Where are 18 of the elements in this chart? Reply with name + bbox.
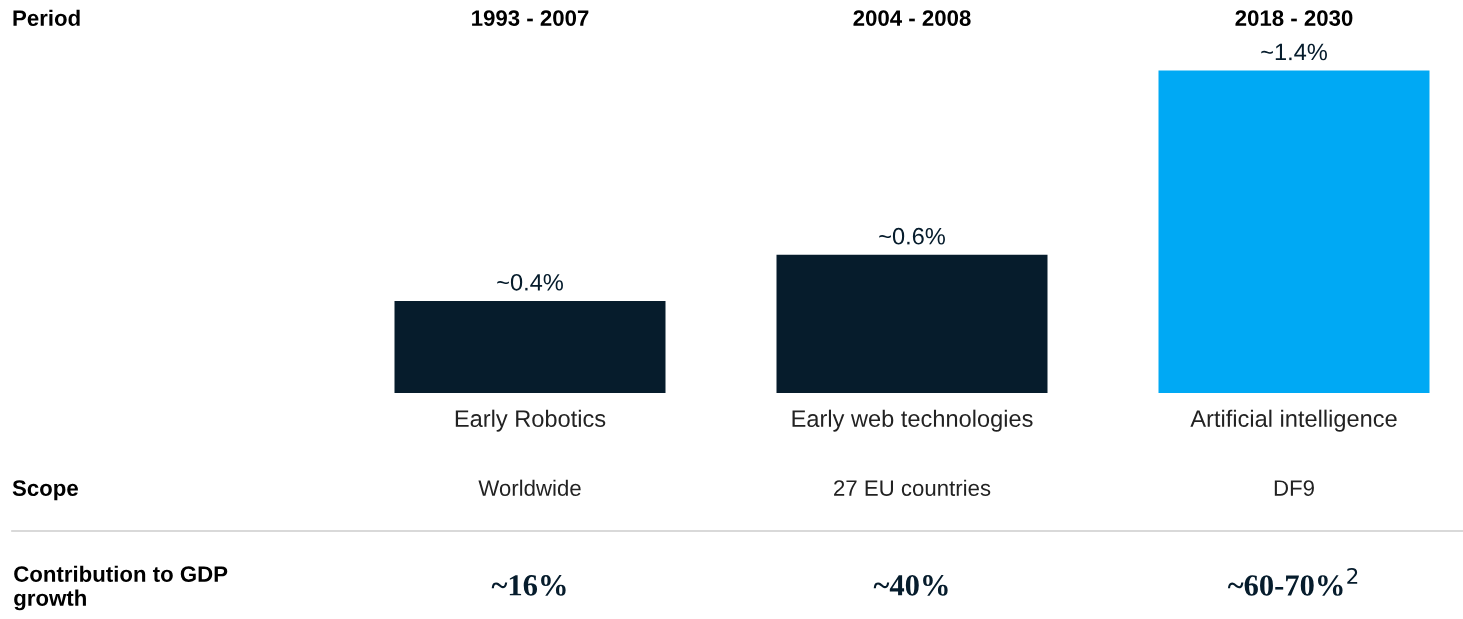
x-tick-label: Early web technologies [792, 409, 1033, 432]
x-tick-label: Artificial intelligence [1190, 409, 1397, 432]
x-tick-label: Early Robotics [455, 409, 606, 432]
text: 2018 - 2030 [1235, 10, 1353, 26]
text: Worldwide [478, 479, 581, 496]
text: ~16% [491, 575, 566, 596]
data-label: ~0.6% [879, 227, 945, 245]
text: 1993 - 2007 [472, 10, 589, 26]
data-label: ~0.4% [497, 273, 563, 291]
text: DF9 [1274, 480, 1314, 496]
text: ~60-70%$^{2}$ [1227, 567, 1358, 596]
text: 27 EU countries [834, 479, 991, 496]
data-label: ~1.4% [1261, 43, 1327, 61]
text: ~40% [873, 575, 948, 596]
text: 2004 - 2008 [853, 10, 971, 26]
text: Scope [12, 480, 78, 501]
text: Period [13, 9, 80, 26]
text: Contribution to GDP growth [14, 565, 228, 611]
